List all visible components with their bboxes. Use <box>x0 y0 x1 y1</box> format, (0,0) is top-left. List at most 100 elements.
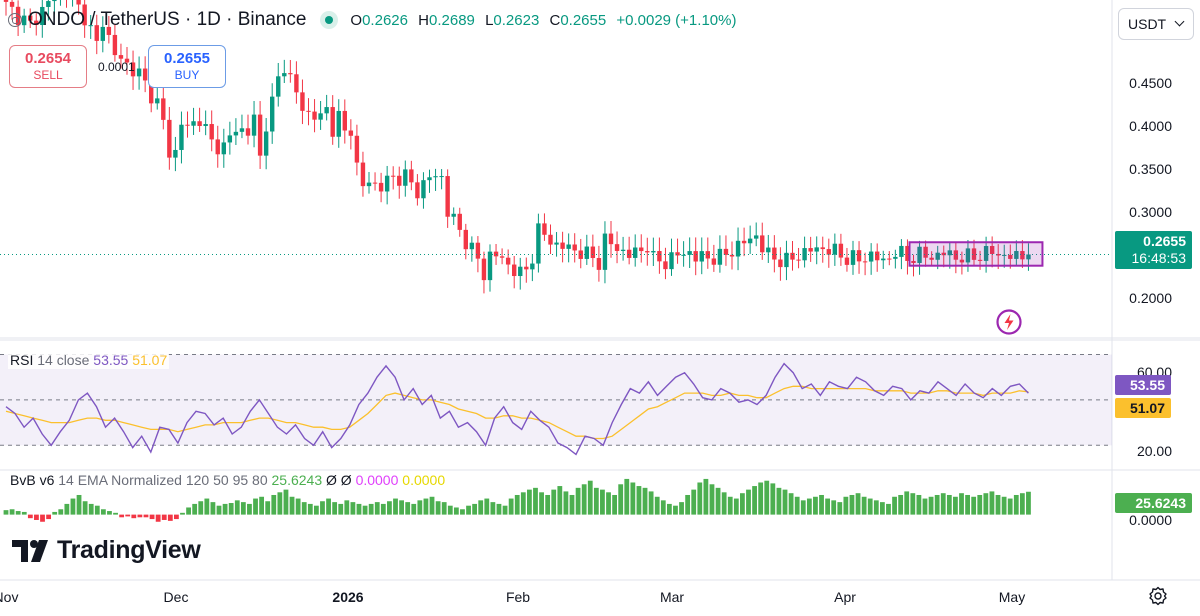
candle-body <box>1002 254 1007 256</box>
bvb-bar <box>466 505 471 515</box>
candle-body <box>372 182 378 184</box>
lightning-icon[interactable] <box>995 308 1023 336</box>
candle-body <box>481 258 487 281</box>
bvb-bar <box>338 503 344 515</box>
currency-select[interactable]: USDT <box>1118 8 1194 40</box>
sell-price: 0.2654 <box>25 50 71 67</box>
price-tick: 0.3500 <box>1129 161 1172 177</box>
rsi-tick: 20.00 <box>1136 443 1172 459</box>
bvb-bar <box>417 500 423 515</box>
candle-body <box>983 246 989 261</box>
candle-body <box>191 121 196 126</box>
bvb-params: 14 EMA Normalized 120 50 95 80 <box>58 472 268 488</box>
bvb-bar <box>703 478 709 515</box>
bvb-legend[interactable]: BvB v6 14 EMA Normalized 120 50 95 80 25… <box>8 471 448 489</box>
candle-body <box>856 250 862 262</box>
bvb-bar <box>374 502 380 515</box>
buy-button[interactable]: 0.2655 BUY <box>148 45 226 88</box>
candle-body <box>705 251 710 259</box>
symbol-title[interactable]: ONDO / TetherUS · 1D · Binance <box>28 9 307 30</box>
bvb-bar <box>180 512 185 515</box>
candle-body <box>663 261 668 270</box>
bvb-bar <box>618 484 624 515</box>
bvb-bar <box>569 494 575 515</box>
bvb-bar <box>362 505 368 515</box>
candle-body <box>560 242 565 249</box>
bvb-bar <box>514 494 520 515</box>
candle-body <box>760 235 765 253</box>
candle-body <box>118 55 124 59</box>
rsi-ma-value: 51.07 <box>132 352 168 368</box>
candle-body <box>203 124 208 127</box>
rsi-legend[interactable]: RSI 14 close 53.55 51.07 <box>8 351 170 369</box>
bvb-bar <box>1001 496 1007 515</box>
x-tick: Apr <box>834 589 856 605</box>
ohlc-readout: O0.2626 H0.2689 L0.2623 C0.2655 +0.0029 … <box>350 11 737 29</box>
bvb-tick: 0.0000 <box>1129 512 1172 528</box>
bvb-bar <box>88 503 94 515</box>
candle-body <box>518 266 523 277</box>
bvb-v1: Ø <box>326 472 337 488</box>
bvb-bar <box>977 494 983 515</box>
bvb-name: BvB v6 <box>10 472 55 488</box>
candle-body <box>796 259 801 261</box>
tradingview-logo[interactable]: TradingView <box>12 536 201 565</box>
sell-label: SELL <box>33 68 63 82</box>
candle-body <box>572 244 577 251</box>
candle-body <box>953 250 959 260</box>
candle-body <box>626 249 632 258</box>
bvb-bar <box>800 500 806 515</box>
candle-body <box>300 92 305 111</box>
candle-body <box>826 249 831 255</box>
bvb-bar <box>934 494 940 515</box>
candle-body <box>167 119 172 158</box>
candle-body <box>469 242 475 250</box>
candle-body <box>965 248 971 263</box>
x-tick: Dec <box>163 589 189 605</box>
tradingview-logo-icon <box>12 539 48 562</box>
candle-body <box>530 263 535 270</box>
candle-body <box>257 114 263 156</box>
candle-body <box>46 1 51 7</box>
candle-body <box>844 257 850 265</box>
bvb-bar <box>697 482 703 515</box>
gear-icon[interactable] <box>1148 586 1168 606</box>
candle-body <box>941 252 946 256</box>
candle-body <box>862 261 868 263</box>
bvb-bar <box>806 498 812 515</box>
candle-body <box>899 245 904 257</box>
candle-body <box>312 111 317 120</box>
candle-body <box>614 244 620 251</box>
candle-body <box>741 240 747 244</box>
candle-body <box>1014 251 1019 259</box>
candle-body <box>130 62 136 77</box>
bvb-bar <box>940 493 946 515</box>
x-tick: Nov <box>0 589 19 605</box>
bvb-bar <box>320 501 325 515</box>
buy-price: 0.2655 <box>164 50 210 67</box>
candle-body <box>149 80 154 104</box>
candle-body <box>675 252 680 256</box>
candle-body <box>620 249 626 251</box>
bvb-bar <box>478 500 484 515</box>
bvb-bar <box>953 496 958 515</box>
candle-body <box>384 175 390 192</box>
bvb-bar <box>782 489 788 515</box>
candle-body <box>554 242 559 245</box>
candle-body <box>584 246 589 259</box>
candle-body <box>215 139 220 155</box>
bvb-bar <box>350 502 356 515</box>
bvb-bar <box>679 502 684 515</box>
bvb-bar <box>253 498 258 515</box>
candle-body <box>427 177 432 181</box>
candle-body <box>838 243 844 258</box>
bvb-bar <box>892 496 897 515</box>
bvb-v2: Ø <box>340 472 352 488</box>
sell-button[interactable]: 0.2654 SELL <box>9 45 87 88</box>
rsi-value: 53.55 <box>93 352 129 368</box>
spread-value: 0.0001 <box>98 60 135 74</box>
bvb-bar <box>581 484 587 515</box>
candle-body <box>3 0 9 2</box>
bvb-bar <box>247 503 252 515</box>
